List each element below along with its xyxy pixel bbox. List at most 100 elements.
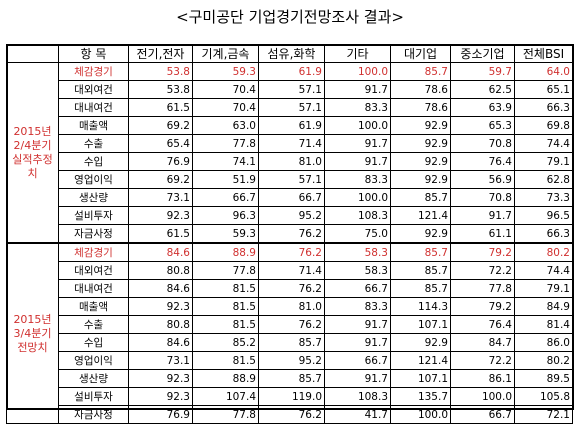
value-cell: 58.3 (324, 261, 391, 280)
value-cell: 91.7 (324, 333, 391, 352)
table-row: 자금사정 61.5 59.3 76.2 75.0 92.9 61.1 66.3 (7, 224, 573, 244)
value-cell: 66.7 (258, 188, 325, 207)
table-row: 설비투자 92.3 107.4 119.0 108.3 135.7 100.0 105.8 (7, 387, 573, 406)
value-cell: 81.5 (192, 315, 259, 334)
value-cell: 61.1 (450, 224, 515, 244)
value-cell: 79.2 (450, 297, 515, 316)
value-cell: 79.1 (514, 279, 573, 298)
value-cell: 74.4 (514, 134, 573, 153)
value-cell: 61.5 (128, 224, 193, 244)
value-cell: 91.7 (324, 152, 391, 171)
value-cell: 92.9 (390, 333, 451, 352)
item-label: 수출 (58, 134, 129, 153)
value-cell: 69.2 (128, 170, 193, 189)
value-cell: 69.8 (514, 116, 573, 135)
value-cell: 91.7 (324, 134, 391, 153)
table-row: 대내여건 61.5 70.4 57.1 83.3 78.6 63.9 66.3 (7, 98, 573, 117)
value-cell: 70.4 (192, 98, 259, 117)
value-cell: 108.3 (324, 206, 391, 225)
value-cell: 135.7 (390, 387, 451, 406)
item-label: 영업이익 (58, 351, 129, 370)
value-cell: 73.1 (128, 188, 193, 207)
value-cell: 119.0 (258, 387, 325, 406)
value-cell: 86.0 (514, 333, 573, 352)
value-cell: 85.7 (258, 369, 325, 388)
value-cell: 84.7 (450, 333, 515, 352)
value-cell: 62.8 (514, 170, 573, 189)
value-cell: 96.3 (192, 206, 259, 225)
value-cell: 78.6 (390, 80, 451, 99)
value-cell: 92.9 (390, 134, 451, 153)
header-cell: 전기,전자 (128, 44, 193, 63)
value-cell: 70.8 (450, 134, 515, 153)
item-label: 자금사정 (58, 224, 129, 244)
value-cell: 71.4 (258, 134, 325, 153)
value-cell: 92.3 (128, 369, 193, 388)
value-cell: 62.5 (450, 80, 515, 99)
value-cell: 59.3 (192, 62, 259, 81)
table-row: 매출액 69.2 63.0 61.9 100.0 92.9 65.3 69.8 (7, 116, 573, 135)
value-cell: 59.7 (450, 62, 515, 81)
value-cell: 51.9 (192, 170, 259, 189)
table-row: 2015년 2/4분기 실적추정치 체감경기 53.8 59.3 61.9 100.0 85… (6, 62, 573, 244)
value-cell: 85.2 (192, 333, 259, 352)
item-label: 매출액 (58, 116, 129, 135)
value-cell: 76.9 (128, 405, 193, 424)
value-cell: 80.2 (514, 351, 573, 370)
value-cell: 105.8 (514, 387, 573, 406)
value-cell: 72.2 (450, 261, 515, 280)
value-cell: 58.3 (324, 242, 391, 262)
value-cell: 63.0 (192, 116, 259, 135)
value-cell: 53.8 (128, 62, 193, 81)
table-row: 매출액 92.3 81.5 81.0 83.3 114.3 79.2 84.9 (7, 297, 573, 316)
value-cell: 69.2 (128, 116, 193, 135)
value-cell: 81.0 (258, 152, 325, 171)
value-cell: 92.3 (128, 297, 193, 316)
value-cell: 77.8 (192, 134, 259, 153)
table-row: 대내여건 84.6 81.5 76.2 66.7 85.7 77.8 79.1 (7, 279, 573, 298)
table-row: 영업이익 69.2 51.9 57.1 83.3 92.9 56.9 62.8 (7, 170, 573, 189)
value-cell: 59.3 (192, 224, 259, 244)
item-label: 대내여건 (58, 279, 129, 298)
value-cell: 73.1 (128, 351, 193, 370)
value-cell: 77.8 (450, 279, 515, 298)
value-cell: 74.4 (514, 261, 573, 280)
value-cell: 107.1 (390, 315, 451, 334)
value-cell: 61.9 (258, 116, 325, 135)
value-cell: 85.7 (390, 242, 451, 262)
table-row: 자금사정 76.9 77.8 76.2 41.7 100.0 66.7 72.1 (7, 405, 573, 424)
value-cell: 63.9 (450, 98, 515, 117)
value-cell: 92.9 (390, 224, 451, 244)
value-cell: 61.9 (258, 62, 325, 81)
table-row: 수출 80.8 81.5 76.2 91.7 107.1 76.4 81.4 (7, 315, 573, 334)
value-cell: 76.2 (258, 405, 325, 424)
item-label: 체감경기 (58, 62, 129, 81)
value-cell: 107.1 (390, 369, 451, 388)
value-cell: 92.3 (128, 387, 193, 406)
value-cell: 66.7 (192, 188, 259, 207)
value-cell: 74.1 (192, 152, 259, 171)
value-cell: 107.4 (192, 387, 259, 406)
value-cell: 83.3 (324, 98, 391, 117)
table-row: 영업이익 73.1 81.5 95.2 66.7 121.4 72.2 80.2 (7, 351, 573, 370)
header-cell: 기타 (324, 44, 391, 63)
item-label: 수입 (58, 333, 129, 352)
value-cell: 75.0 (324, 224, 391, 244)
value-cell: 57.1 (258, 98, 325, 117)
item-label: 생산량 (58, 188, 129, 207)
item-label: 자금사정 (58, 405, 129, 424)
value-cell: 80.2 (514, 242, 573, 262)
header-cell: 중소기업 (450, 44, 515, 63)
value-cell: 66.7 (324, 351, 391, 370)
value-cell: 79.2 (450, 242, 515, 262)
value-cell: 80.8 (128, 315, 193, 334)
value-cell: 65.4 (128, 134, 193, 153)
value-cell: 92.9 (390, 116, 451, 135)
value-cell: 81.4 (514, 315, 573, 334)
value-cell: 121.4 (390, 351, 451, 370)
value-cell: 77.8 (192, 261, 259, 280)
item-label: 체감경기 (58, 242, 129, 262)
item-label: 대내여건 (58, 98, 129, 117)
value-cell: 85.7 (390, 261, 451, 280)
value-cell: 85.7 (390, 279, 451, 298)
